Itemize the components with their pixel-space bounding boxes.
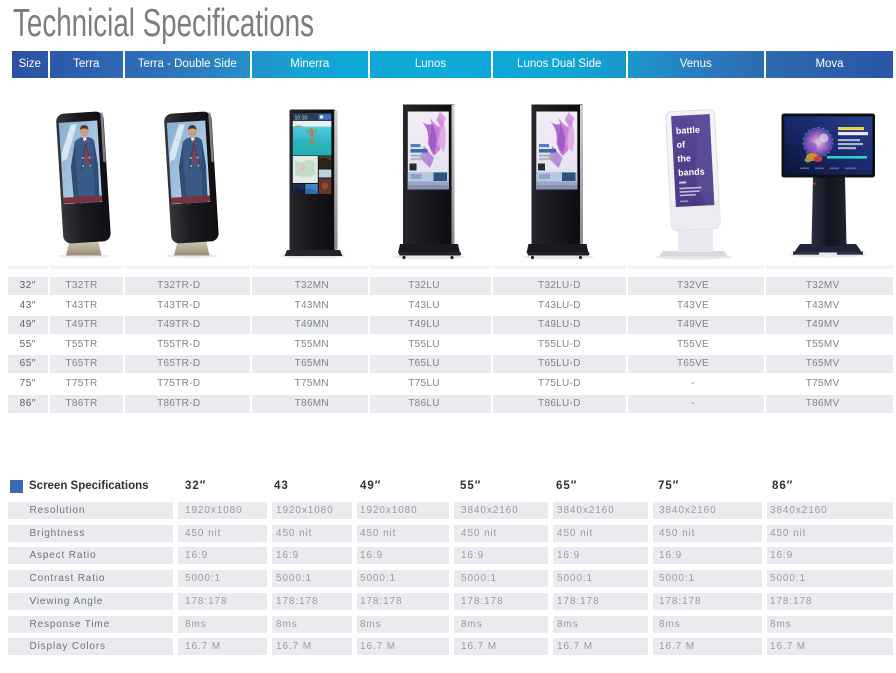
svg-text:of: of: [676, 139, 686, 149]
svg-text:the: the: [677, 153, 691, 164]
svg-text:10:30: 10:30: [295, 115, 308, 121]
svg-text:bands: bands: [678, 166, 705, 177]
svg-text:battle: battle: [676, 125, 701, 136]
